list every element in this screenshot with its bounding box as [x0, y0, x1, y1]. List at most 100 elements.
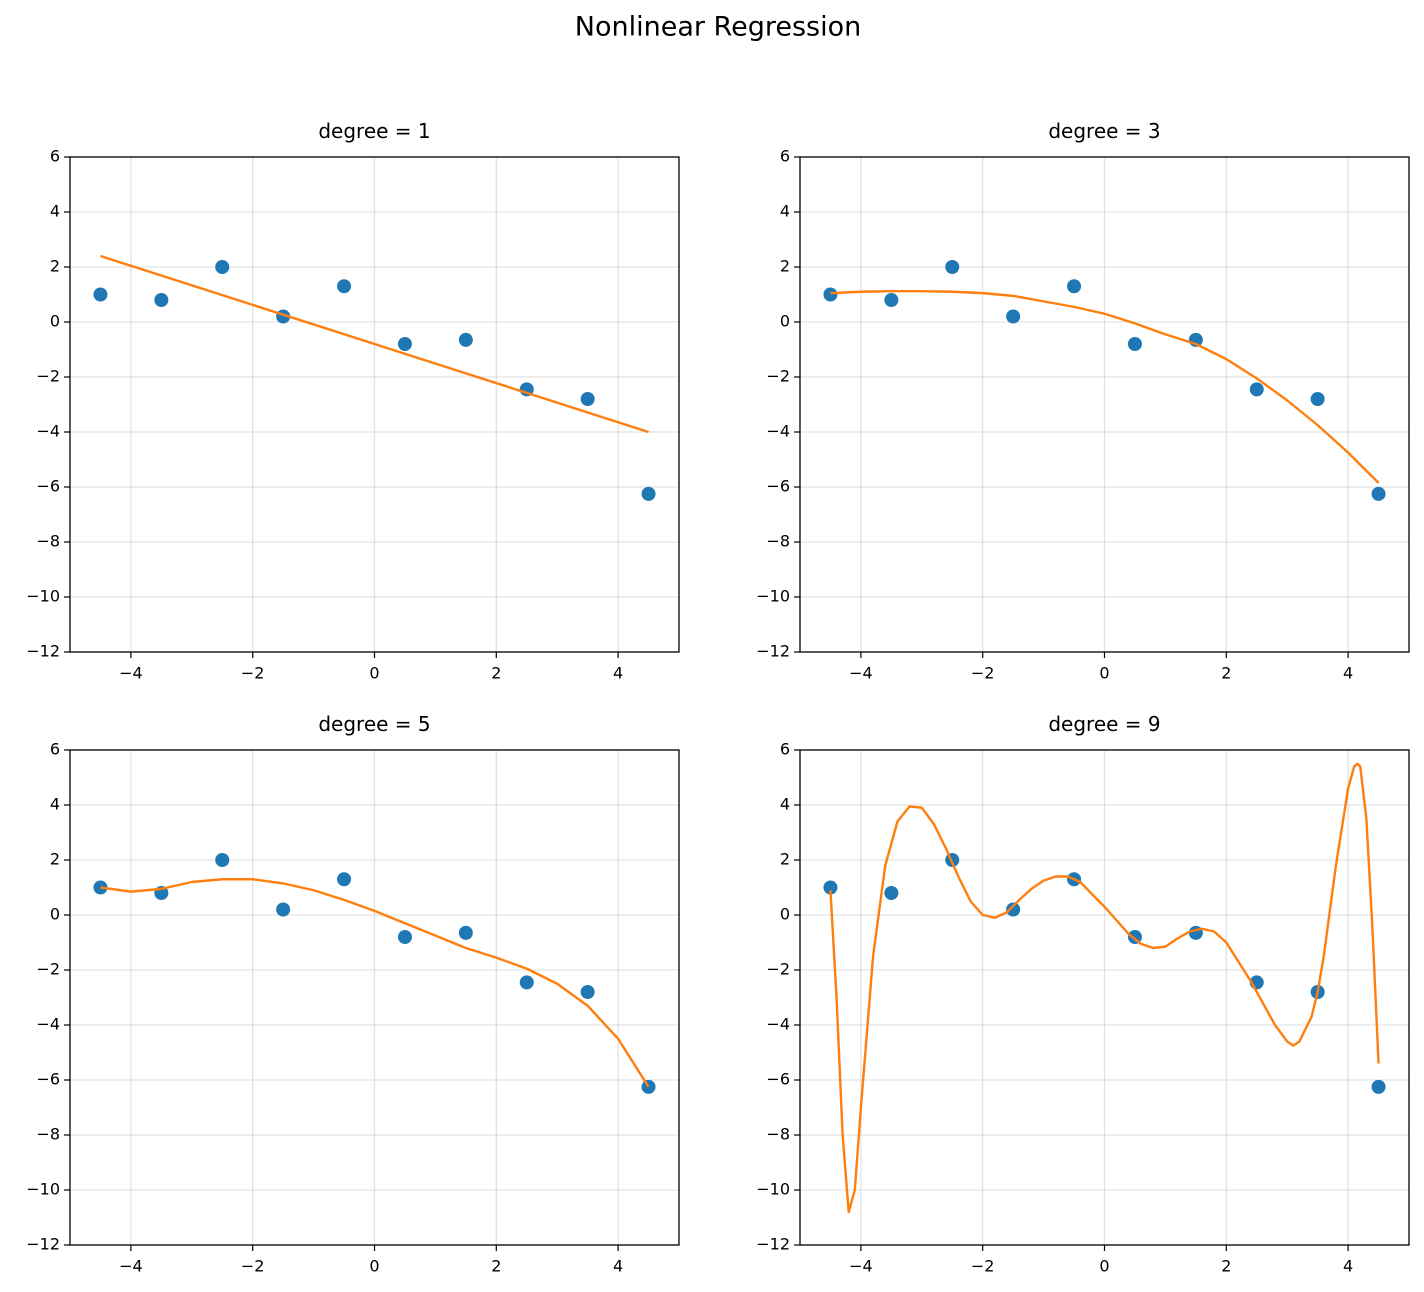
x-tick-label: −2: [241, 664, 265, 683]
axes-frame: [69, 156, 680, 653]
y-tick-label: −8: [36, 1125, 60, 1144]
fit-line: [830, 290, 1380, 484]
subplot-title: degree = 9: [1048, 712, 1160, 736]
x-tick-label: 4: [613, 664, 623, 683]
y-tick-label: −4: [36, 1015, 60, 1034]
data-point: [276, 902, 291, 917]
y-tick-label: −8: [766, 532, 790, 551]
y-tick-label: 2: [50, 850, 60, 869]
x-tick-label: 2: [491, 664, 501, 683]
y-tick-label: 0: [50, 905, 60, 924]
data-point: [823, 287, 838, 302]
data-point: [337, 279, 352, 294]
x-tick-label: 0: [1099, 1257, 1109, 1276]
y-tick-label: 6: [780, 147, 790, 166]
x-tick-label: −4: [849, 664, 873, 683]
y-tick-label: −12: [26, 1235, 60, 1254]
fit-line: [100, 254, 649, 434]
y-tick-label: 6: [50, 147, 60, 166]
data-point: [397, 337, 412, 351]
data-point: [884, 886, 899, 900]
y-tick-label: 4: [50, 202, 60, 221]
axes-frame: [69, 749, 680, 1246]
data-point: [580, 392, 595, 406]
subplot-title: degree = 1: [318, 119, 430, 143]
y-tick-label: 4: [780, 795, 790, 814]
y-tick-label: −10: [26, 1180, 60, 1199]
y-tick-label: 6: [780, 740, 790, 759]
y-tick-label: −12: [26, 642, 60, 661]
y-tick-label: −6: [36, 477, 60, 496]
y-tick-label: 2: [50, 257, 60, 276]
x-tick-label: 0: [369, 1257, 379, 1276]
x-tick-label: 4: [613, 1257, 623, 1276]
data-point: [458, 925, 473, 940]
x-tick-label: 4: [1343, 664, 1353, 683]
data-point: [397, 930, 412, 944]
data-point: [93, 287, 108, 302]
data-point: [458, 332, 473, 347]
x-tick-label: −2: [971, 664, 995, 683]
y-tick-label: 6: [50, 740, 60, 759]
y-tick-label: −10: [26, 587, 60, 606]
data-point: [1006, 902, 1021, 917]
data-point: [1006, 309, 1021, 324]
y-tick-label: −6: [766, 1070, 790, 1089]
data-point: [641, 486, 656, 501]
y-tick-label: −4: [36, 422, 60, 441]
x-tick-label: −4: [119, 1257, 143, 1276]
fit-line: [829, 762, 1380, 1214]
data-point: [1249, 382, 1264, 397]
y-tick-label: −8: [766, 1125, 790, 1144]
data-point: [215, 260, 230, 274]
x-tick-label: 4: [1343, 1257, 1353, 1276]
data-point: [1127, 337, 1142, 351]
y-tick-label: −8: [36, 532, 60, 551]
x-tick-label: 2: [1221, 664, 1231, 683]
y-tick-label: −10: [756, 587, 790, 606]
y-tick-label: −2: [766, 960, 790, 979]
x-tick-label: −4: [849, 1257, 873, 1276]
y-tick-label: −6: [766, 477, 790, 496]
x-tick-label: −2: [971, 1257, 995, 1276]
y-tick-label: 0: [780, 312, 790, 331]
y-tick-label: 0: [50, 312, 60, 331]
y-tick-label: −2: [36, 960, 60, 979]
y-tick-label: −12: [756, 1235, 790, 1254]
data-point: [1067, 279, 1082, 294]
y-tick-label: −2: [36, 367, 60, 386]
y-tick-label: 0: [780, 905, 790, 924]
data-point: [215, 853, 230, 867]
data-point: [884, 293, 899, 307]
subplot-title: degree = 3: [1048, 119, 1160, 143]
data-point: [580, 985, 595, 999]
subplot-title: degree = 5: [318, 712, 430, 736]
y-tick-label: 2: [780, 257, 790, 276]
figure-title: Nonlinear Regression: [575, 12, 861, 43]
data-point: [1371, 1079, 1386, 1094]
x-tick-label: −2: [241, 1257, 265, 1276]
data-point: [1310, 392, 1325, 406]
x-tick-label: 2: [1221, 1257, 1231, 1276]
y-tick-label: 4: [780, 202, 790, 221]
y-tick-label: −4: [766, 1015, 790, 1034]
x-tick-label: 2: [491, 1257, 501, 1276]
y-tick-label: −10: [756, 1180, 790, 1199]
axes-frame: [799, 156, 1410, 653]
data-point: [154, 293, 169, 307]
data-point: [519, 975, 534, 990]
x-tick-label: 0: [369, 664, 379, 683]
y-tick-label: 4: [50, 795, 60, 814]
y-tick-label: −12: [756, 642, 790, 661]
data-point: [337, 872, 352, 887]
y-tick-label: 2: [780, 850, 790, 869]
data-point: [945, 260, 960, 274]
x-tick-label: −4: [119, 664, 143, 683]
axes-frame: [799, 749, 1410, 1246]
y-tick-label: −6: [36, 1070, 60, 1089]
data-point: [1371, 486, 1386, 501]
y-tick-label: −2: [766, 367, 790, 386]
y-tick-label: −4: [766, 422, 790, 441]
